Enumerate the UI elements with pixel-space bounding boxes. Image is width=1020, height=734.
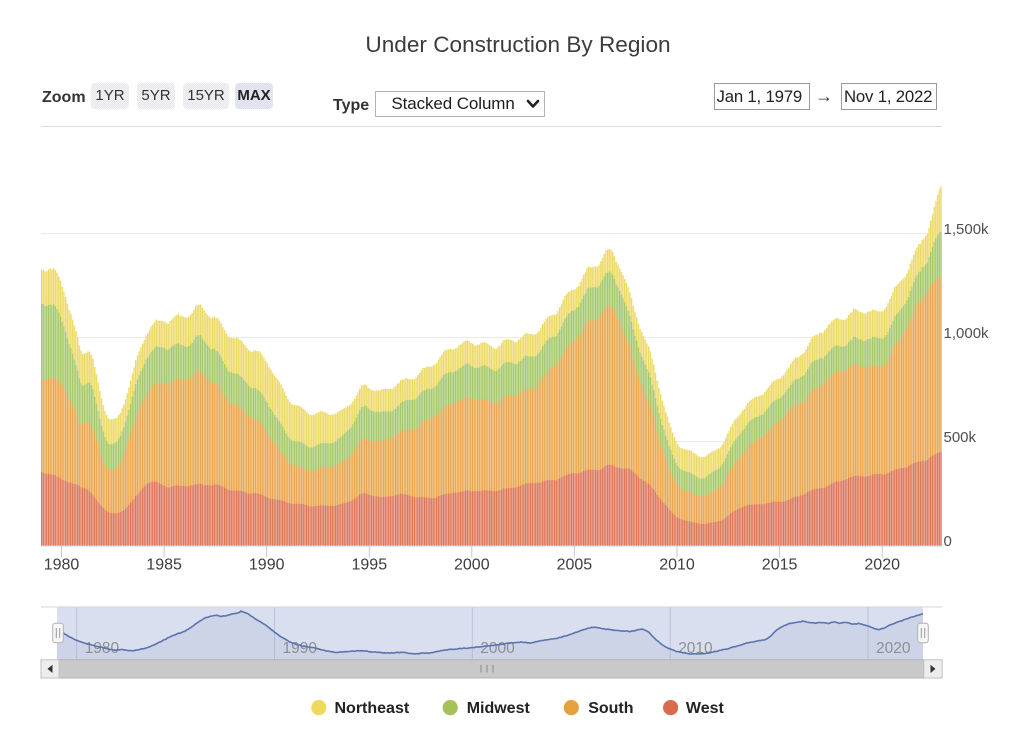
svg-text:2020: 2020 (876, 640, 911, 657)
svg-text:2000: 2000 (480, 640, 515, 657)
svg-text:2010: 2010 (659, 557, 695, 574)
svg-text:West: West (686, 700, 725, 717)
svg-text:South: South (588, 700, 633, 717)
svg-text:1995: 1995 (352, 557, 388, 574)
svg-text:Midwest: Midwest (467, 700, 531, 717)
svg-text:1985: 1985 (146, 557, 182, 574)
svg-text:Northeast: Northeast (335, 700, 410, 717)
svg-text:1980: 1980 (44, 557, 80, 574)
svg-text:2000: 2000 (454, 557, 490, 574)
svg-text:2005: 2005 (557, 557, 593, 574)
svg-text:2020: 2020 (864, 557, 900, 574)
svg-text:1980: 1980 (85, 640, 120, 657)
svg-text:1,500k: 1,500k (944, 221, 990, 238)
svg-text:1990: 1990 (249, 557, 285, 574)
svg-text:2015: 2015 (762, 557, 798, 574)
svg-text:500k: 500k (944, 429, 977, 446)
svg-text:1,000k: 1,000k (944, 325, 990, 342)
svg-text:0: 0 (944, 533, 952, 550)
svg-text:1990: 1990 (283, 640, 318, 657)
